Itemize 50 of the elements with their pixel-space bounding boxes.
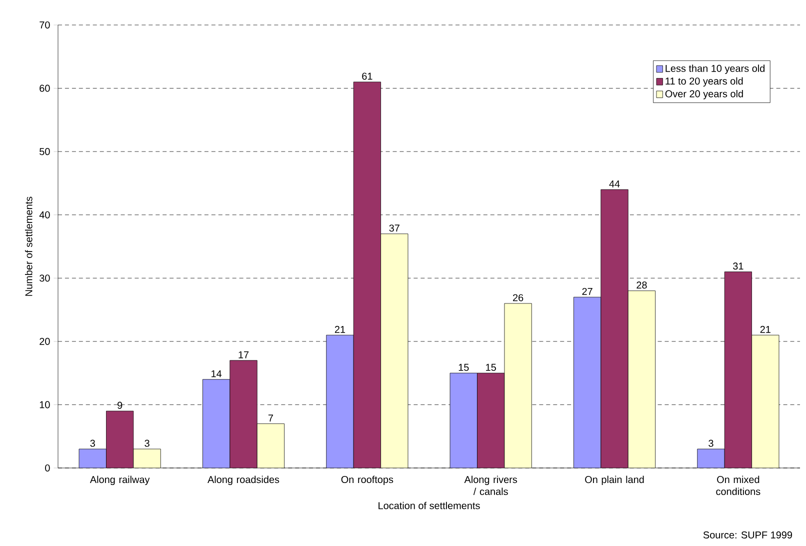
data-label: 61	[362, 72, 372, 80]
y-axis-title: Number of settlements	[25, 196, 32, 296]
bar	[628, 290, 656, 468]
bar	[380, 234, 408, 468]
bar	[257, 424, 284, 468]
bar	[752, 334, 780, 468]
x-tick-label: On plain land	[585, 476, 644, 486]
y-tick-label: 50	[40, 148, 50, 156]
data-label: 21	[334, 326, 346, 333]
data-label: 14	[212, 370, 222, 378]
bar	[450, 373, 478, 468]
data-label: 31	[733, 262, 744, 270]
legend-label: 11 to 20 years old	[666, 77, 743, 87]
y-tick-label: 10	[40, 401, 50, 408]
data-label: 28	[636, 282, 647, 289]
y-tick-label: 40	[39, 211, 50, 218]
y-tick-label: 0	[45, 464, 50, 472]
data-label: 9	[118, 402, 122, 409]
x-tick-label: On mixed conditions	[716, 476, 760, 496]
bar	[326, 335, 354, 468]
bar	[697, 448, 725, 468]
data-label: 27	[582, 288, 592, 295]
y-tick-label: 70	[40, 21, 50, 29]
data-label: 15	[458, 364, 469, 371]
x-tick-label: On rooftops	[341, 476, 394, 486]
data-label: 37	[389, 224, 400, 232]
data-label: 15	[486, 364, 496, 371]
bar	[574, 297, 601, 468]
x-axis-title: Location of settlements	[378, 502, 480, 510]
data-label: 3	[708, 440, 714, 447]
source-note: Source: SUPF 1999	[703, 531, 792, 538]
legend-label: Over 20 years old	[665, 90, 743, 100]
data-label: 3	[144, 440, 150, 447]
legend-label: Less than 10 years old	[666, 64, 764, 74]
x-tick-label: Along roadsides	[208, 476, 280, 486]
y-tick-label: 20	[40, 338, 50, 345]
data-label: 17	[238, 351, 249, 358]
y-tick-label: 60	[40, 84, 50, 92]
x-tick-label: Along rivers / canals	[464, 476, 518, 496]
y-tick-label: 30	[40, 274, 50, 282]
bar	[202, 379, 230, 468]
data-label: 26	[513, 294, 524, 302]
x-tick-label: Along railway	[90, 476, 150, 486]
data-label: 7	[268, 414, 273, 422]
bar	[504, 303, 532, 468]
data-label: 44	[609, 180, 620, 188]
data-label: 21	[760, 326, 770, 333]
data-label: 3	[90, 440, 95, 447]
bar	[133, 449, 161, 468]
bar	[79, 449, 106, 468]
